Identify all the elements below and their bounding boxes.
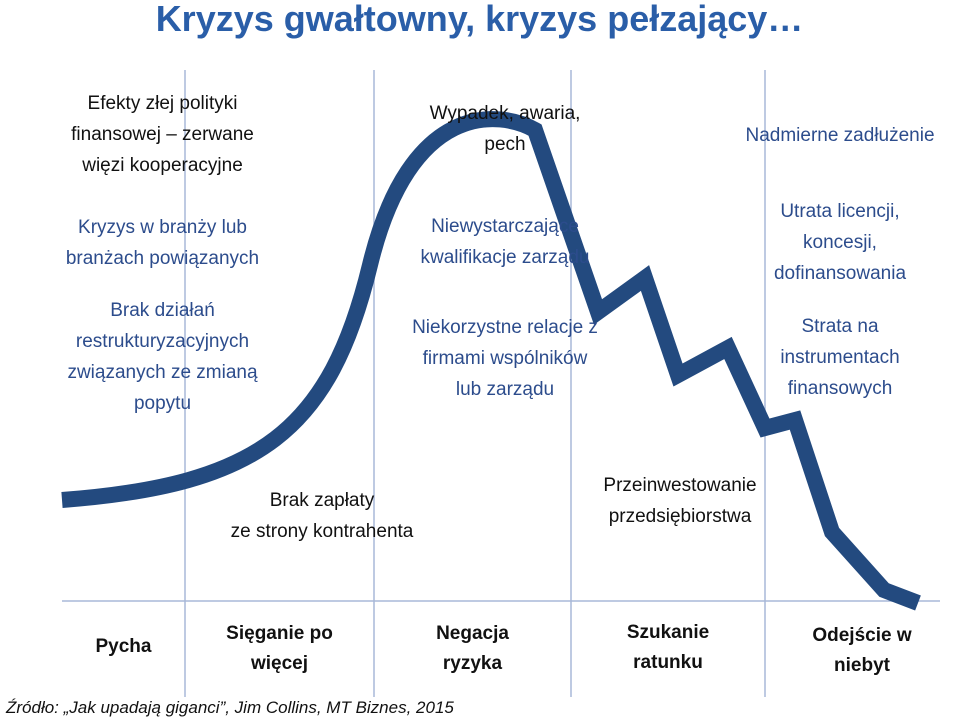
right-label-line: Strata na [801,316,879,337]
middle-label-1: Wypadek, awaria, pech [360,98,650,160]
stage-label-line: Pycha [95,636,152,657]
left-label-line: restrukturyzacyjnych [75,331,250,352]
middle-label-3: Niekorzystne relacje z firmami wspólników… [360,312,650,405]
stage-label-line: Negacja [436,623,509,644]
middle-label-line: kwalifikacje zarządu [420,247,590,268]
stage-label-line: ratunku [633,652,703,673]
middle-label-2: Niewystarczające kwalifikacje zarządu [360,211,650,273]
stage-label-1: Pycha [62,632,185,662]
right-label-line: instrumentach [780,347,900,368]
middle-label-line: firmami wspólników [422,348,588,369]
slide-title: Kryzys gwałtowny, kryzys pełzający… [155,0,804,39]
bottom-label-2: Przeinwestowanie przedsiębiorstwa [545,470,815,532]
left-label-line: Efekty złej polityki [87,93,238,114]
bottom-label-line: ze strony kontrahenta [230,521,414,542]
right-label-line: koncesji, [803,232,877,253]
left-label-line: Kryzys w branży lub [78,217,247,238]
stage-label-line: niebyt [834,655,890,676]
stage-label-line: Szukanie [626,622,710,643]
left-label-3: Brak działań restrukturyzacyjnych związany… [20,295,305,419]
stage-label-line: więcej [250,653,309,674]
right-label-line: Nadmierne zadłużenie [745,125,935,146]
left-label-line: związanych ze zmianą [67,362,258,383]
stage-label-3: Negacja ryzyka [374,619,571,679]
source-citation: Źródło: „Jak upadają giganci”, Jim Colli… [6,698,454,717]
right-label-line: Utrata licencji, [780,201,900,222]
left-label-line: Brak działań [110,300,215,321]
left-label-1: Efekty złej polityki finansowej – zerwane… [20,88,305,181]
stage-label-2: Sięganie po więcej [185,619,374,679]
left-label-line: popytu [133,393,192,414]
right-label-2: Utrata licencji, koncesji, dofinansowania [715,196,959,289]
middle-label-line: pech [484,134,526,155]
bottom-label-line: Przeinwestowanie [603,475,757,496]
right-label-line: finansowych [787,378,893,399]
left-label-line: więzi kooperacyjne [82,155,243,176]
stage-label-line: Odejście w [812,625,912,646]
stage-label-5: Odejście w niebyt [765,621,959,681]
stage-label-line: ryzyka [442,653,503,674]
left-label-2: Kryzys w branży lub branżach powiązanych [20,212,305,274]
middle-label-line: lub zarządu [455,379,555,400]
bottom-label-1: Brak zapłaty ze strony kontrahenta [182,485,462,547]
bottom-label-line: Brak zapłaty [269,490,375,511]
middle-label-line: Niekorzystne relacje z [412,317,598,338]
left-label-line: branżach powiązanych [65,248,260,269]
left-label-line: finansowej – zerwane [71,124,254,145]
stage-label-4: Szukanie ratunku [571,618,765,678]
crisis-curve [61,111,921,611]
right-label-3: Strata na instrumentach finansowych [715,311,959,404]
middle-label-line: Wypadek, awaria, [429,103,581,124]
bottom-label-line: przedsiębiorstwa [608,506,752,527]
right-label-line: dofinansowania [773,263,907,284]
stage-label-line: Sięganie po [226,623,333,644]
middle-label-line: Niewystarczające [431,216,579,237]
right-label-1: Nadmierne zadłużenie [715,120,959,151]
